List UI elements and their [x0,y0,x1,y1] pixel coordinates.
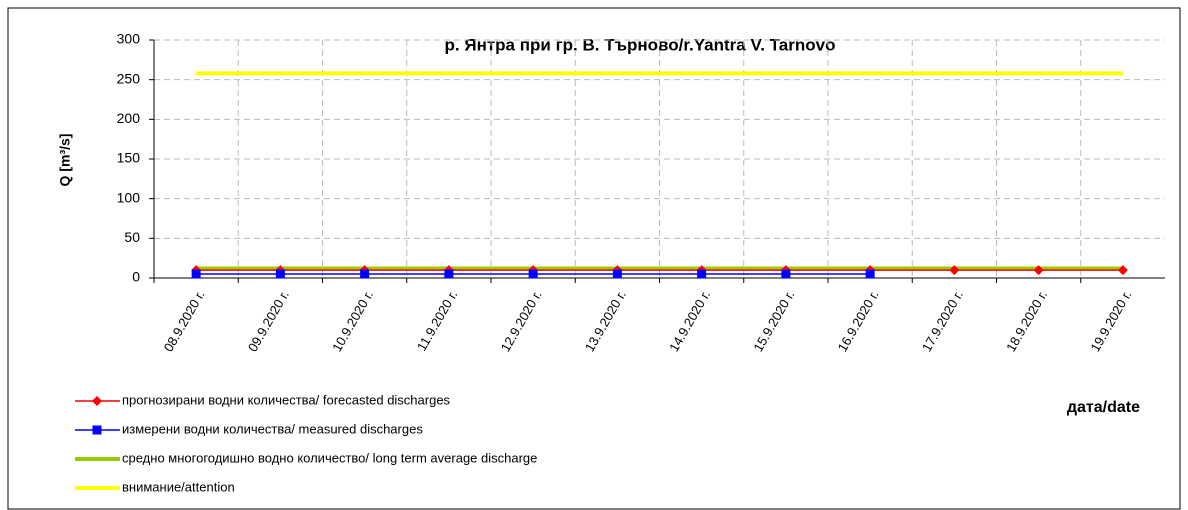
marker [865,269,875,279]
marker [275,269,285,279]
y-tick-label: 100 [117,189,141,205]
marker [781,269,791,279]
marker [697,269,707,279]
marker [92,425,102,435]
x-axis-label: дата/date [1067,399,1140,416]
marker [444,269,454,279]
y-axis-label: Q [m³/s] [57,134,73,187]
marker [1033,265,1044,276]
chart-frame [7,7,1181,510]
y-tick-label: 0 [132,269,140,285]
y-tick-label: 200 [117,110,141,126]
marker [191,269,201,279]
legend-label: измерени водни количества/ measured disc… [122,421,423,436]
marker [949,265,960,276]
y-tick-label: 150 [117,150,141,166]
legend-label: внимание/attention [122,479,235,494]
chart-title: р. Янтра при гр. В. Търново/r.Yantra V. … [445,35,836,54]
marker [92,396,102,406]
marker [1117,265,1128,276]
legend-label: средно многогодишно водно количество/ lo… [122,450,537,465]
legend-label: прогнозирани водни количества/ forecaste… [122,392,451,407]
marker [528,269,538,279]
y-tick-label: 250 [117,70,141,86]
y-tick-label: 50 [124,229,140,245]
marker [612,269,622,279]
marker [360,269,370,279]
y-tick-label: 300 [117,31,141,47]
